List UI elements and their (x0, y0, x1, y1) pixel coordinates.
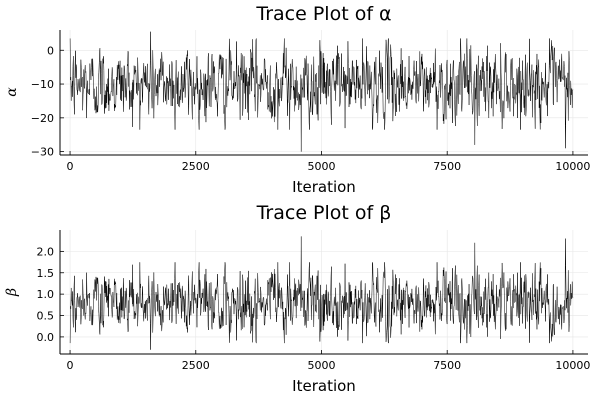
alpha-xtick-label: 0 (67, 160, 74, 173)
alpha-xtick-label: 5000 (307, 160, 335, 173)
beta-grid (60, 230, 588, 354)
beta-x-axis-label: Iteration (292, 377, 356, 395)
alpha-xtick-label: 2500 (182, 160, 210, 173)
beta-ytick-label: 1.5 (37, 267, 55, 280)
beta-xtick-label: 7500 (433, 359, 461, 372)
alpha-ticks: 0 2500 5000 7500 10000 −30 −20 −10 0 (31, 44, 591, 173)
beta-ticks: 0 2500 5000 7500 10000 0.0 0.5 1.0 1.5 2.0 (37, 245, 591, 372)
beta-trace-line (69, 236, 574, 350)
alpha-ytick-label: 0 (47, 44, 54, 57)
beta-ytick-label: 2.0 (37, 245, 55, 258)
alpha-ytick-label: −30 (31, 146, 54, 159)
beta-xtick-label: 2500 (182, 359, 210, 372)
alpha-ytick-label: −10 (31, 78, 54, 91)
beta-xtick-label: 10000 (555, 359, 590, 372)
alpha-x-axis-label: Iteration (292, 178, 356, 196)
beta-trace-panel: Trace Plot of β 0 2500 5000 7500 10000 0.0 0.5… (4, 202, 590, 395)
alpha-trace-line (69, 31, 574, 152)
alpha-plot-title: Trace Plot of α (255, 3, 391, 25)
beta-plot-title: Trace Plot of β (256, 202, 392, 224)
alpha-grid (60, 30, 588, 155)
alpha-xtick-label: 10000 (555, 160, 590, 173)
beta-ytick-label: 0.5 (37, 310, 55, 323)
alpha-xtick-label: 7500 (433, 160, 461, 173)
beta-xtick-label: 5000 (307, 359, 335, 372)
alpha-trace-panel: Trace Plot of α 0 2500 5000 7500 10000 −30 −20… (4, 3, 590, 196)
alpha-ytick-label: −20 (31, 112, 54, 125)
beta-ytick-label: 0.0 (37, 331, 55, 344)
beta-xtick-label: 0 (67, 359, 74, 372)
alpha-y-axis-label: α (4, 87, 20, 97)
beta-ytick-label: 1.0 (37, 288, 55, 301)
beta-y-axis-label: β (4, 288, 20, 297)
